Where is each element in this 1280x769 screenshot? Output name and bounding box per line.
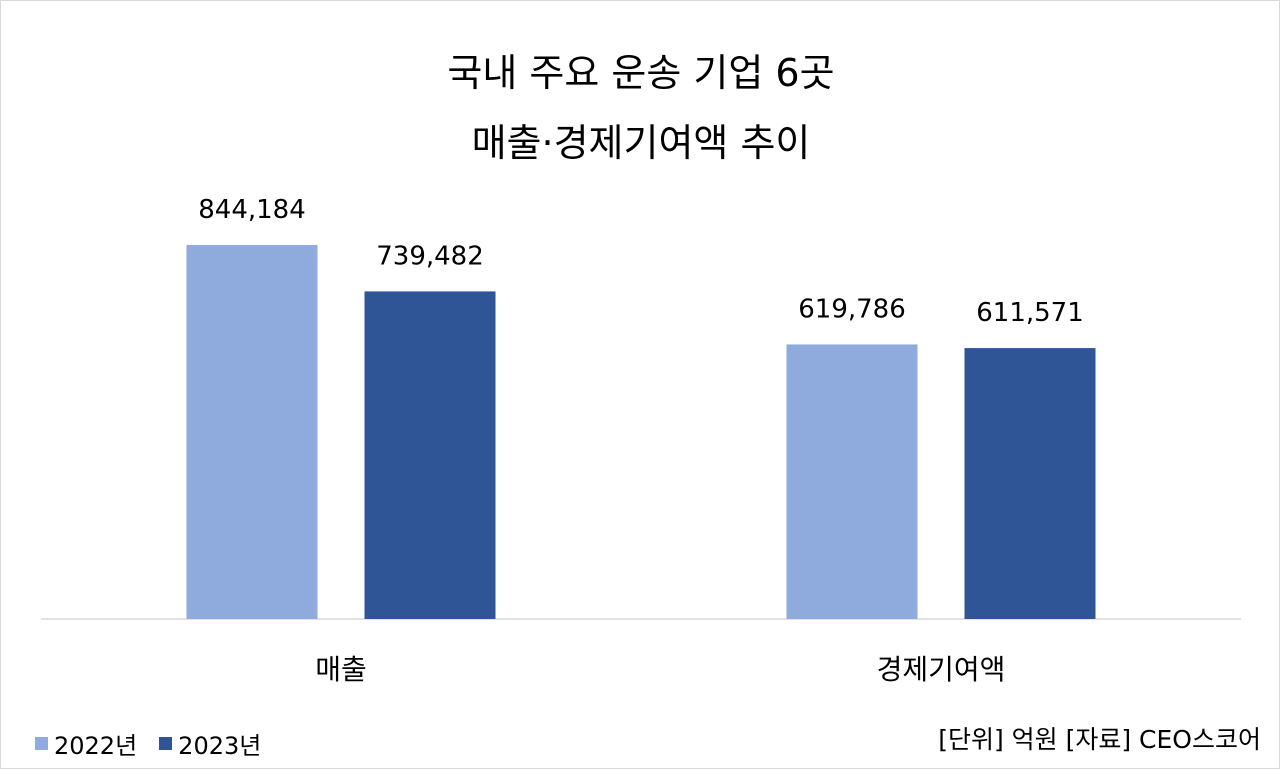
data-label-2023-0: 739,482: [376, 241, 484, 271]
data-label-2022-1: 619,786: [798, 294, 906, 324]
bar-2023-1: [964, 348, 1096, 619]
legend-swatch-2023: [159, 737, 173, 750]
bar-2022-0: [186, 245, 318, 619]
category-label-0: 매출: [315, 653, 367, 686]
legend-label-2023: 2023년: [178, 732, 262, 760]
chart-title-line-1: 국내 주요 운송 기업 6곳: [447, 51, 835, 95]
bar-chart-plot: 844,184 739,482 매출 619,786 611,571 경제기여액: [41, 195, 1241, 686]
chart-title-line-2: 매출·경제기여액 추이: [471, 121, 811, 165]
chart-legend: 2022년 2023년: [35, 726, 283, 761]
legend-label-2022: 2022년: [54, 732, 138, 760]
bar-2023-0: [364, 291, 496, 619]
bar-2022-1: [786, 344, 918, 619]
legend-item-2023: 2023년: [159, 726, 261, 761]
data-label-2022-0: 844,184: [198, 195, 306, 225]
category-label-1: 경제기여액: [877, 653, 1006, 686]
data-label-2023-1: 611,571: [976, 298, 1084, 328]
legend-swatch-2022: [35, 737, 48, 750]
legend-item-2022: 2022년: [35, 726, 137, 761]
source-note: [단위] 억원 [자료] CEO스코어: [938, 725, 1261, 754]
